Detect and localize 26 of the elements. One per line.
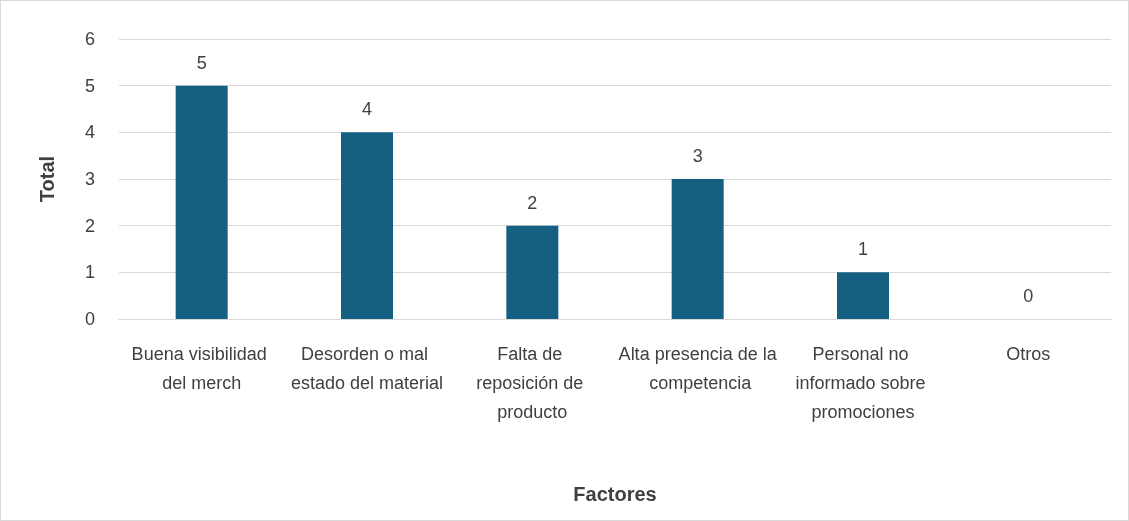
y-tick-label: 4 [84,122,95,143]
x-tick-label: Alta presencia de la competencia [618,343,778,393]
data-label: 3 [692,146,703,166]
x-tick-label: Falta de reposición de producto [476,343,589,422]
bar [506,225,559,319]
bar [175,85,228,319]
x-tick-label: Desorden o mal estado del material [290,343,444,393]
data-label: 1 [857,239,869,260]
y-tick-label: 2 [84,215,95,236]
y-tick-label: 0 [84,309,95,329]
data-label: 4 [361,99,373,120]
data-label: 2 [527,192,538,213]
bar [341,132,393,319]
y-tick-label: 5 [84,75,95,96]
data-label: 0 [1023,286,1034,306]
bar [837,272,889,319]
bar [671,179,724,319]
y-tick-label: 6 [84,29,95,49]
y-tick-label: 1 [84,262,95,283]
x-tick-label: Personal no informado sobre promociones [795,343,931,422]
y-axis-title: Total [36,155,58,203]
x-axis-title: Factores [573,483,657,505]
x-tick-label: Otros [1006,343,1051,364]
y-tick-label: 3 [84,169,95,189]
data-label: 5 [196,52,207,73]
x-tick-label: Buena visibilidad del merch [131,343,272,393]
